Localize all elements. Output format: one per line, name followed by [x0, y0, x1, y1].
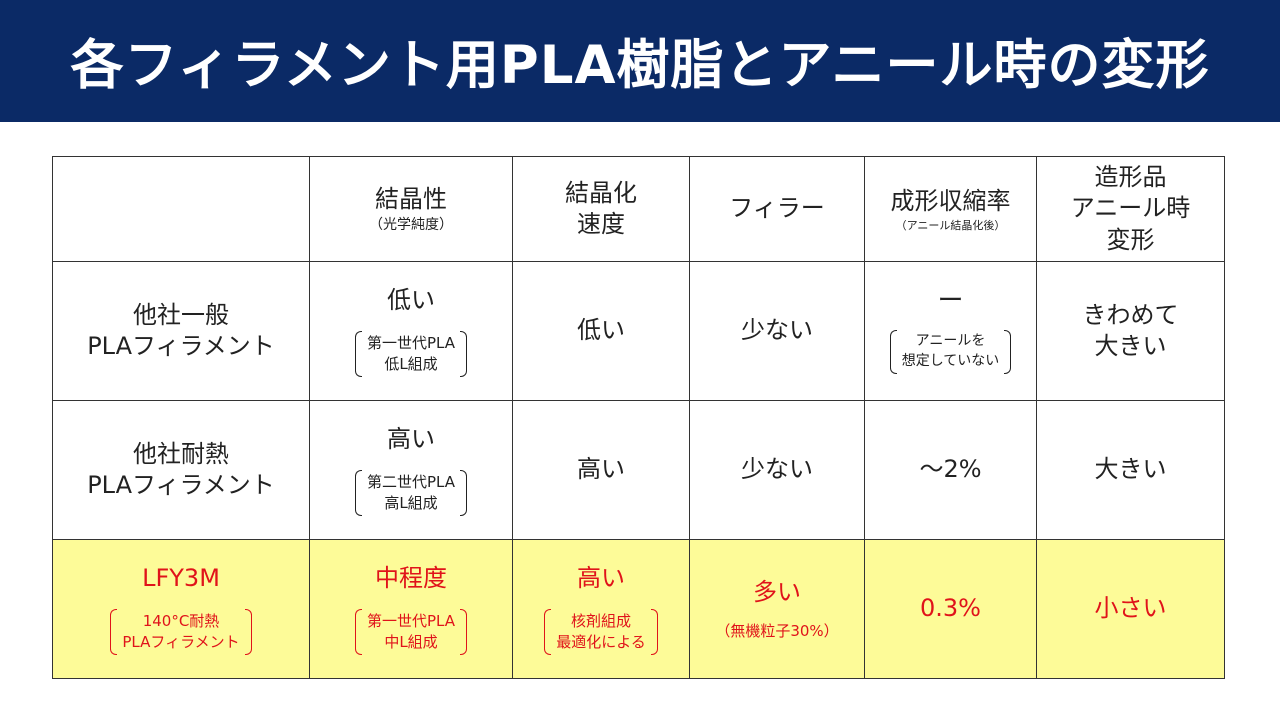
deformation-line1: きわめて [1082, 300, 1179, 329]
row-name-line1: 他社耐熱 [133, 439, 229, 468]
table-row-highlight: LFY3M 140°C耐熱 PLAフィラメント 中程度 第一世代PLA 中L組成… [52, 539, 1225, 679]
header-speed: 結晶化 速度 [512, 156, 690, 262]
deformation-line2: 大きい [1094, 332, 1167, 360]
shrinkage-cell: ～2% [864, 400, 1037, 540]
row-name-line2: PLAフィラメント [87, 332, 275, 360]
shrinkage-note: アニールを 想定していない [889, 330, 1012, 374]
filler-value: 多い [753, 577, 801, 606]
crystallinity-note-line2: 高L組成 [384, 493, 438, 512]
speed-cell: 高い 核剤組成 最適化による [512, 539, 690, 679]
shrinkage-cell: ー アニールを 想定していない [864, 261, 1037, 401]
crystallinity-note-line1: 第一世代PLA [366, 333, 455, 352]
filler-cell: 多い （無機粒子30%） [689, 539, 865, 679]
filler-value: 少ない [741, 455, 813, 484]
crystallinity-note-line2: 中L組成 [384, 632, 438, 651]
row-name-cell: 他社一般 PLAフィラメント [52, 261, 310, 401]
speed-value: 低い [577, 316, 625, 345]
crystallinity-cell: 低い 第一世代PLA 低L組成 [309, 261, 513, 401]
row-name-cell: 他社耐熱 PLAフィラメント [52, 400, 310, 540]
crystallinity-cell: 中程度 第一世代PLA 中L組成 [309, 539, 513, 679]
crystallinity-note-line1: 第一世代PLA [366, 611, 455, 630]
speed-note-line1: 核剤組成 [570, 611, 631, 630]
shrinkage-value: 0.3% [920, 594, 981, 623]
row-name-cell: LFY3M 140°C耐熱 PLAフィラメント [52, 539, 310, 679]
table-row: 他社一般 PLAフィラメント 低い 第一世代PLA 低L組成 低い 少ない ー … [52, 261, 1225, 401]
crystallinity-note: 第一世代PLA 中L組成 [354, 608, 468, 655]
comparison-table: 結晶性 （光学純度） 結晶化 速度 フィラー 成形収縮率 （アニール結晶化後） … [52, 156, 1225, 679]
header-deformation-line2: アニール時 [1070, 194, 1191, 223]
filler-cell: 少ない [689, 261, 865, 401]
shrinkage-value: ー [937, 286, 964, 317]
deformation-cell: 大きい [1036, 400, 1225, 540]
crystallinity-cell: 高い 第二世代PLA 高L組成 [309, 400, 513, 540]
deformation-value: 大きい [1094, 455, 1167, 484]
crystallinity-note: 第一世代PLA 低L組成 [354, 330, 468, 377]
header-crystallinity-sub: （光学純度） [369, 217, 453, 234]
shrinkage-value: ～2% [919, 455, 982, 484]
crystallinity-note-line1: 第二世代PLA [366, 472, 455, 491]
shrinkage-note-line2: 想定していない [901, 353, 1000, 369]
speed-cell: 低い [512, 261, 690, 401]
table-row: 他社耐熱 PLAフィラメント 高い 第二世代PLA 高L組成 高い 少ない ～2… [52, 400, 1225, 540]
speed-note: 核剤組成 最適化による [544, 608, 658, 655]
row-name-line2: PLAフィラメント [87, 471, 275, 499]
header-crystallinity: 結晶性 （光学純度） [309, 156, 513, 262]
header-filler-label: フィラー [729, 194, 825, 223]
deformation-cell: きわめて 大きい [1036, 261, 1225, 401]
header-crystallinity-label: 結晶性 [375, 185, 447, 213]
header-filler: フィラー [689, 156, 865, 262]
crystallinity-value: 低い [387, 286, 435, 315]
deformation-value: 小さい [1094, 594, 1167, 623]
header-corner [52, 156, 310, 262]
speed-cell: 高い [512, 400, 690, 540]
header-speed-line2: 速度 [577, 210, 625, 238]
crystallinity-value: 高い [387, 425, 435, 454]
filler-cell: 少ない [689, 400, 865, 540]
speed-value: 高い [577, 564, 625, 593]
header-shrinkage-sub: （アニール結晶化後） [895, 219, 1006, 232]
shrinkage-note-line1: アニールを [915, 333, 986, 350]
crystallinity-note: 第二世代PLA 高L組成 [354, 469, 468, 516]
title-bar: 各フィラメント用PLA樹脂とアニール時の変形 [0, 0, 1280, 122]
header-shrinkage-label: 成形収縮率 [890, 186, 1011, 215]
crystallinity-value: 中程度 [375, 564, 447, 593]
header-deformation: 造形品 アニール時 変形 [1036, 156, 1225, 262]
header-speed-line1: 結晶化 [565, 178, 637, 207]
speed-note-line2: 最適化による [556, 632, 646, 651]
header-shrinkage: 成形収縮率 （アニール結晶化後） [864, 156, 1037, 262]
row-name-note-line2: PLAフィラメント [122, 632, 240, 651]
row-name-note-line1: 140°C耐熱 [142, 611, 220, 630]
row-name-note: 140°C耐熱 PLAフィラメント [110, 608, 252, 655]
deformation-cell: 小さい [1036, 539, 1225, 679]
header-deformation-line3: 変形 [1106, 225, 1155, 254]
row-name-line1: 他社一般 [133, 300, 229, 329]
header-row: 結晶性 （光学純度） 結晶化 速度 フィラー 成形収縮率 （アニール結晶化後） … [52, 156, 1225, 262]
row-name: LFY3M [142, 564, 220, 593]
speed-value: 高い [577, 455, 625, 484]
shrinkage-cell: 0.3% [864, 539, 1037, 679]
filler-note: （無機粒子30%） [715, 621, 839, 640]
filler-value: 少ない [741, 316, 813, 345]
page-title: 各フィラメント用PLA樹脂とアニール時の変形 [70, 35, 1210, 96]
crystallinity-note-line2: 低L組成 [384, 354, 438, 373]
header-deformation-line1: 造形品 [1094, 163, 1167, 192]
